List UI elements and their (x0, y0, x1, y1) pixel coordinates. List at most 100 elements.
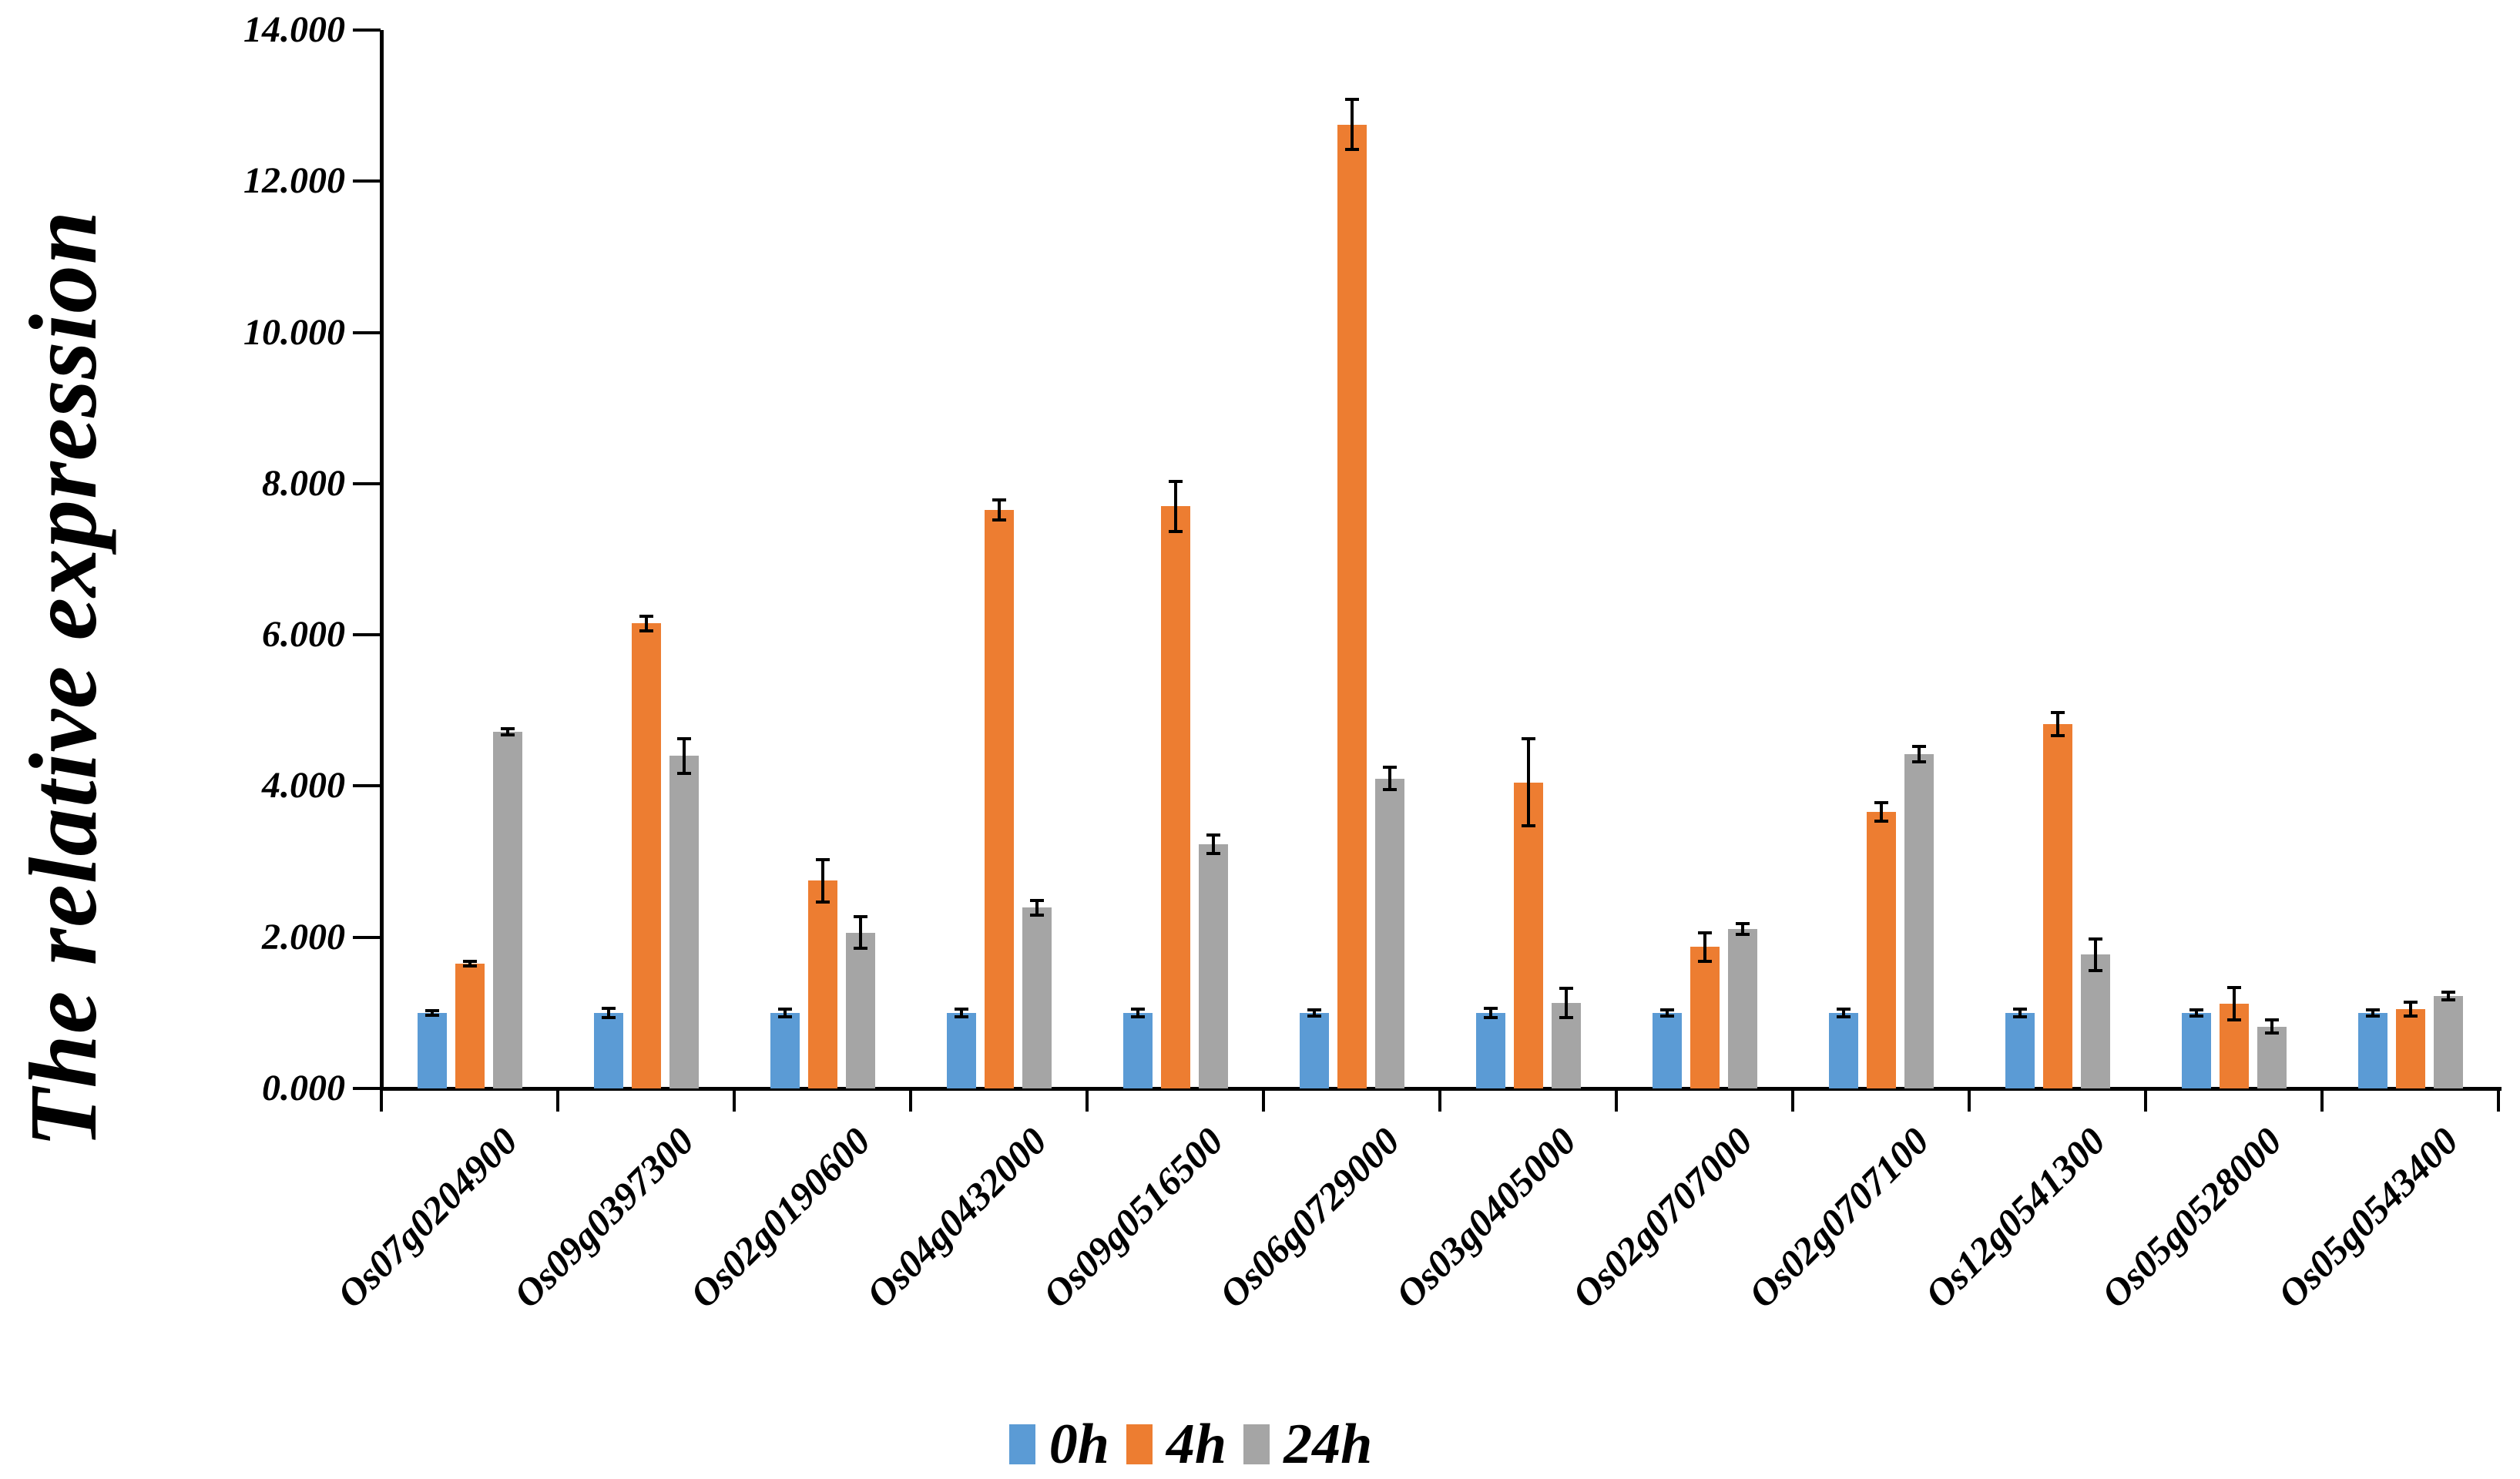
x-tick-mark (1791, 1088, 1794, 1112)
x-tick-label: Os09g0516500 (1034, 1118, 1231, 1316)
x-tick-mark (909, 1088, 912, 1112)
errorbar-24h-Os07g0204900-cap-top (500, 726, 515, 730)
legend-item-0h: 0h (1008, 1416, 1109, 1473)
errorbar-0h-Os05g0528000-cap-bottom (2189, 1014, 2203, 1018)
errorbar-0h-Os09g0516500 (1136, 1008, 1139, 1017)
bar-24h-Os02g0190600 (845, 932, 875, 1088)
errorbar-0h-Os12g0541300-cap-bottom (2012, 1015, 2027, 1018)
bar-4h-Os06g0729000 (1337, 124, 1367, 1088)
x-tick-label: Os05g0528000 (2092, 1118, 2290, 1316)
y-tick-mark (353, 633, 381, 637)
y-tick-mark (353, 481, 381, 485)
bar-4h-Os02g0707000 (1690, 947, 1720, 1088)
y-tick-label: 6.000 (262, 614, 345, 656)
errorbar-0h-Os04g0432000-cap-bottom (954, 1015, 968, 1018)
legend-item-24h: 24h (1243, 1416, 1372, 1473)
errorbar-4h-Os05g0528000-cap-top (2226, 986, 2241, 990)
errorbar-0h-Os03g0405000-cap-bottom (1483, 1015, 1498, 1019)
x-tick-mark (1438, 1088, 1441, 1112)
bar-24h-Os04g0432000 (1022, 907, 1052, 1088)
errorbar-0h-Os09g0397300-cap-bottom (601, 1015, 616, 1019)
bar-0h-Os06g0729000 (1299, 1012, 1329, 1088)
errorbar-0h-Os05g0543400-cap-top (2365, 1008, 2380, 1011)
bar-24h-Os07g0204900 (492, 731, 522, 1088)
x-tick-mark (733, 1088, 736, 1112)
y-tick-label: 12.000 (243, 160, 345, 202)
y-tick-label: 0.000 (262, 1068, 345, 1108)
errorbar-0h-Os02g0707000-cap-bottom (1659, 1014, 1674, 1018)
bar-4h-Os09g0516500 (1160, 506, 1190, 1088)
errorbar-24h-Os05g0528000-cap-bottom (2264, 1031, 2279, 1035)
errorbar-0h-Os07g0204900-cap-top (424, 1008, 439, 1012)
bar-24h-Os12g0541300 (2080, 954, 2110, 1088)
errorbar-4h-Os09g0397300-cap-top (639, 614, 653, 618)
errorbar-24h-Os02g0190600-cap-top (853, 915, 867, 919)
legend-swatch-4h-icon (1126, 1424, 1153, 1464)
x-tick-label: Os05g0543400 (2269, 1118, 2466, 1316)
errorbar-0h-Os06g0729000-cap-top (1307, 1008, 1321, 1011)
errorbar-0h-Os06g0729000-cap-bottom (1307, 1014, 1321, 1018)
errorbar-4h-Os04g0432000-cap-bottom (992, 518, 1006, 522)
errorbar-0h-Os09g0516500-cap-bottom (1130, 1015, 1145, 1018)
errorbar-0h-Os03g0405000-cap-top (1483, 1006, 1498, 1010)
x-tick-mark (1262, 1088, 1265, 1112)
x-tick-label: Os02g0190600 (681, 1118, 878, 1316)
y-tick-label: 10.000 (243, 311, 345, 353)
errorbar-4h-Os04g0432000-cap-top (992, 498, 1006, 502)
x-tick-label: Os02g0707100 (1740, 1118, 1937, 1316)
errorbar-0h-Os02g0190600-cap-bottom (777, 1015, 792, 1018)
bar-4h-Os05g0543400 (2395, 1008, 2425, 1088)
errorbar-4h-Os09g0516500-cap-bottom (1168, 529, 1183, 533)
errorbar-0h-Os12g0541300-cap-top (2012, 1007, 2027, 1011)
x-tick-label: Os02g0707000 (1563, 1118, 1760, 1316)
errorbar-0h-Os05g0528000 (2194, 1009, 2198, 1016)
errorbar-4h-Os02g0707100-cap-bottom (1874, 819, 1888, 823)
errorbar-24h-Os02g0707100 (1917, 746, 1921, 763)
errorbar-24h-Os07g0204900 (505, 728, 509, 735)
legend: 0h 4h 24h (0, 1416, 2381, 1473)
bar-4h-Os02g0707100 (1866, 811, 1896, 1088)
errorbar-0h-Os02g0707100-cap-top (1836, 1007, 1851, 1011)
legend-swatch-24h-icon (1243, 1424, 1270, 1464)
errorbar-24h-Os02g0707000-cap-bottom (1735, 932, 1750, 936)
bar-24h-Os02g0707000 (1727, 928, 1757, 1088)
errorbar-4h-Os02g0190600 (820, 859, 824, 902)
bar-4h-Os09g0397300 (631, 623, 661, 1088)
errorbar-24h-Os05g0543400-cap-bottom (2441, 998, 2455, 1002)
errorbar-24h-Os02g0190600-cap-bottom (853, 947, 867, 951)
errorbar-24h-Os05g0528000 (2270, 1019, 2273, 1034)
errorbar-24h-Os05g0543400-cap-top (2441, 991, 2455, 994)
y-tick-mark (353, 330, 381, 334)
bar-0h-Os03g0405000 (1475, 1012, 1505, 1088)
bar-0h-Os02g0190600 (770, 1012, 800, 1088)
errorbar-24h-Os07g0204900-cap-bottom (500, 733, 515, 736)
errorbar-0h-Os02g0190600 (783, 1008, 787, 1017)
x-tick-label: Os06g0729000 (1210, 1118, 1408, 1316)
x-tick-label: Os07g0204900 (328, 1118, 525, 1316)
errorbar-24h-Os04g0432000 (1035, 900, 1039, 916)
bar-24h-Os06g0729000 (1374, 778, 1404, 1088)
errorbar-24h-Os02g0707000-cap-top (1735, 922, 1750, 926)
errorbar-24h-Os12g0541300 (2093, 938, 2097, 971)
errorbar-4h-Os12g0541300 (2055, 713, 2059, 736)
errorbar-0h-Os02g0707000 (1665, 1009, 1669, 1016)
bar-4h-Os07g0204900 (455, 964, 485, 1088)
y-tick-label: 8.000 (262, 462, 345, 504)
legend-label-24h: 24h (1283, 1413, 1373, 1476)
errorbar-24h-Os05g0543400 (2446, 992, 2450, 1001)
errorbar-24h-Os12g0541300-cap-top (2088, 937, 2102, 941)
bar-0h-Os05g0528000 (2181, 1012, 2211, 1088)
bar-24h-Os02g0707100 (1904, 754, 1934, 1088)
bar-24h-Os05g0528000 (2257, 1026, 2287, 1088)
errorbar-24h-Os03g0405000-cap-bottom (1559, 1015, 1573, 1019)
errorbar-4h-Os05g0543400-cap-top (2403, 1001, 2418, 1004)
errorbar-24h-Os09g0516500-cap-top (1206, 833, 1220, 837)
errorbar-24h-Os09g0397300-cap-bottom (676, 771, 691, 775)
errorbar-0h-Os05g0528000-cap-top (2189, 1008, 2203, 1011)
bar-4h-Os04g0432000 (984, 510, 1014, 1088)
errorbar-24h-Os03g0405000-cap-top (1559, 987, 1573, 991)
errorbar-4h-Os03g0405000 (1526, 738, 1530, 827)
errorbar-24h-Os12g0541300-cap-bottom (2088, 968, 2102, 972)
errorbar-4h-Os02g0707000-cap-top (1697, 931, 1712, 934)
